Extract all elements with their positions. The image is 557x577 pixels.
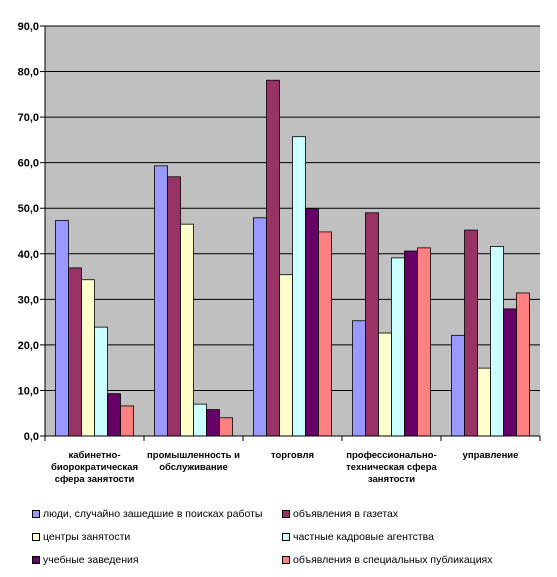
legend-label: частные кадровые агентства [293, 530, 434, 543]
bar [68, 267, 82, 437]
bar [279, 274, 293, 437]
y-tick-label: 70,0 [18, 112, 39, 124]
bar [219, 417, 233, 437]
x-category-label: кабинетно-биорократическая сфера занятост… [51, 450, 138, 485]
bar [464, 229, 478, 437]
y-tick-label: 20,0 [18, 340, 39, 352]
y-tick-label: 60,0 [18, 158, 39, 170]
bar [253, 217, 267, 437]
bar [120, 405, 134, 437]
y-tick-label: 40,0 [18, 249, 39, 261]
bar [305, 208, 319, 437]
legend-label: центры занятости [43, 530, 131, 543]
legend-label: люди, случайно зашедшие в поисках работы [43, 507, 263, 520]
legend-item: учебные заведения [32, 551, 282, 568]
bar [490, 246, 504, 437]
bar [365, 212, 379, 437]
legend-label: учебные заведения [43, 553, 139, 566]
bar [352, 320, 366, 437]
bars [55, 79, 530, 437]
x-category-label: профессионально-техническая сфера занятос… [346, 450, 437, 485]
y-tick-label: 30,0 [18, 294, 39, 306]
bar [318, 231, 332, 437]
x-category-label: торговля [271, 450, 314, 461]
bar [154, 165, 168, 437]
legend-swatch [282, 509, 290, 518]
y-tick-label: 50,0 [18, 203, 39, 215]
legend-swatch [282, 555, 290, 564]
bar [516, 292, 530, 437]
y-tick-label: 10,0 [18, 385, 39, 397]
legend-item: центры занятости [32, 528, 282, 545]
x-category-label: промышленность и обслуживание [147, 450, 240, 473]
bar [477, 367, 491, 437]
legend-swatch [282, 532, 290, 541]
bar [107, 393, 121, 437]
legend-label: объявления в специальных публикациях [293, 553, 493, 566]
bar [417, 247, 431, 437]
legend: люди, случайно зашедшие в поисках работы… [32, 505, 532, 568]
x-category-label: управление [463, 450, 519, 461]
bar [94, 326, 108, 437]
x-category-labels: кабинетно-биорократическая сфера занятост… [51, 450, 518, 485]
legend-label: объявления в газетах [293, 507, 399, 520]
bar [292, 136, 306, 437]
bar [55, 220, 69, 437]
y-tick-labels: 0,0 10,0 20,0 30,0 40,0 50,0 60,0 70,0 80,0 90,0 [18, 21, 39, 443]
legend-item: объявления в газетах [282, 505, 532, 522]
legend-item: люди, случайно зашедшие в поисках работы [32, 505, 282, 522]
bar [193, 403, 207, 437]
axes [44, 26, 541, 441]
bar [167, 176, 181, 437]
legend-swatch [32, 532, 40, 541]
bar [404, 250, 418, 437]
y-tick-label: 90,0 [18, 21, 39, 33]
bar [266, 79, 280, 437]
bar [451, 334, 465, 437]
bar [378, 332, 392, 437]
y-tick-label: 80,0 [18, 67, 39, 79]
legend-item: объявления в специальных публикациях [282, 551, 532, 568]
legend-swatch [32, 509, 40, 518]
bar [503, 308, 517, 437]
bar [391, 257, 405, 437]
bar [180, 223, 194, 437]
y-tick-label: 0,0 [24, 431, 39, 443]
legend-item: частные кадровые агентства [282, 528, 532, 545]
legend-swatch [32, 555, 40, 564]
bar [206, 409, 220, 437]
bar [81, 279, 95, 437]
